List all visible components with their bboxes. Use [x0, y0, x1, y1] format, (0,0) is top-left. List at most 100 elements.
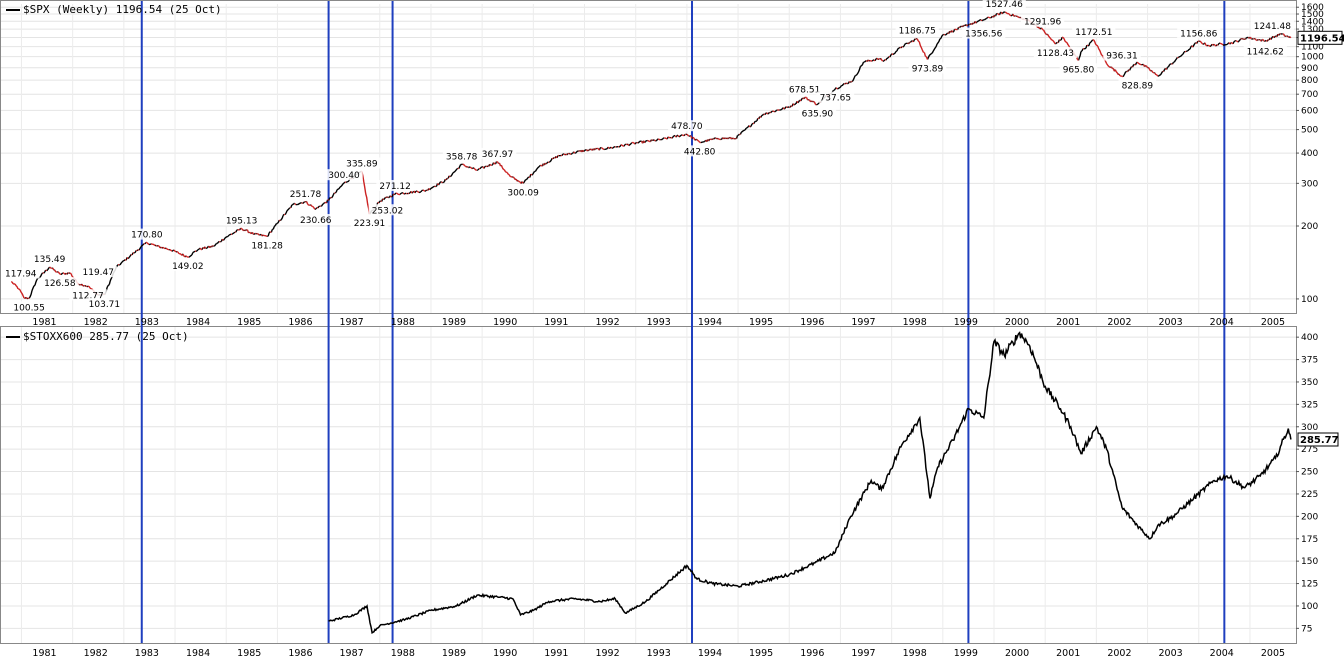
stoxx-x-tick-label: 1982: [84, 648, 108, 659]
spx-annotation-bg: [798, 107, 837, 119]
spx-y-axis: 1002003004005006007008009001000110012001…: [1296, 3, 1324, 305]
spx-annotation-label: 1527.46: [986, 0, 1023, 10]
stoxx-y-tick-label: 350: [1301, 378, 1318, 388]
spx-y-tick-label: 500: [1301, 126, 1318, 136]
spx-annotation: 828.89: [1118, 79, 1157, 91]
spx-annotation-bg: [30, 252, 69, 264]
spx-annotation-label: 1241.48: [1254, 22, 1291, 32]
spx-annotation: 936.31: [1103, 49, 1141, 62]
stoxx-x-tick-label: 2000: [1005, 648, 1029, 659]
stoxx-y-tick-label: 75: [1301, 624, 1312, 634]
spx-annotation-bg: [10, 301, 48, 313]
stoxx-x-tick-label: 2003: [1159, 648, 1183, 659]
spx-annotation: 149.02: [169, 259, 207, 272]
spx-annotation-bg: [680, 145, 719, 157]
spx-annotation-label: 195.13: [226, 217, 258, 227]
stoxx-title: $STOXX600 285.77 (25 Oct): [23, 330, 189, 343]
spx-annotation-bg: [1021, 15, 1065, 27]
stoxx-x-tick-label: 1985: [237, 648, 261, 659]
spx-y-tick-label: 600: [1301, 106, 1318, 116]
spx-annotation: 251.78: [286, 187, 325, 200]
stoxx-x-tick-label: 1991: [544, 648, 568, 659]
spx-annotation-label: 635.90: [802, 109, 834, 119]
stoxx-y-tick-label: 225: [1301, 490, 1318, 500]
spx-annotation-bg: [1059, 63, 1098, 75]
spx-annotation: 335.89: [343, 157, 381, 169]
stoxx-last-value-text: 285.77: [1300, 435, 1339, 446]
spx-annotation-bg: [350, 217, 389, 229]
stoxx-x-tick-label: 1983: [135, 648, 159, 659]
stoxx-x-tick-label: 2001: [1056, 648, 1080, 659]
spx-annotation: 1186.75: [895, 24, 939, 37]
stoxx-x-axis: 1981 1982 1983 1984 1985 1986 1987 1988 1989 1990…: [32, 648, 1285, 659]
stoxx-x-tick-label: 1988: [391, 648, 415, 659]
spx-x-tick-label: 2000: [1005, 317, 1029, 328]
stoxx-grid: [1, 327, 1296, 643]
spx-annotation-label: 478.70: [671, 122, 703, 132]
stoxx-series: [328, 331, 1292, 635]
stoxx-x-tick-label: 1992: [595, 648, 619, 659]
spx-annotation-label: 936.31: [1106, 52, 1138, 62]
spx-annotation: 271.12: [376, 179, 414, 192]
spx-x-tick-label: 2005: [1261, 317, 1285, 328]
spx-y-tick-label: 1300: [1301, 25, 1324, 35]
spx-annotation-bg: [1103, 49, 1141, 61]
spx-annotation: 737.65: [816, 91, 855, 104]
spx-annotation-bg: [169, 259, 207, 271]
spx-annotation-bg: [908, 62, 947, 74]
spx-x-tick-label: 1986: [288, 317, 312, 328]
spx-annotation: 103.71: [85, 298, 124, 310]
spx-annotation-label: 1186.75: [899, 27, 936, 37]
spx-annotation-bg: [325, 169, 363, 181]
spx-x-tick-label: 1991: [544, 317, 568, 328]
spx-annotation: 442.80: [680, 145, 719, 157]
spx-annotation-label: 1356.56: [965, 30, 1002, 40]
stoxx-y-axis: 75 100 125 150 175 200 225 250 275 300 325 350 375 40…: [1296, 333, 1318, 634]
spx-annotation: 195.13: [222, 214, 261, 227]
spx-annotation-label: 973.89: [912, 64, 944, 74]
spx-x-tick-label: 1985: [237, 317, 261, 328]
spx-y-tick-label: 1500: [1301, 10, 1324, 20]
spx-annotation-bg: [128, 228, 166, 240]
spx-annotation-label: 1128.43: [1037, 49, 1074, 59]
spx-annotation-label: 251.78: [290, 190, 322, 200]
spx-annotation-label: 126.58: [44, 279, 76, 289]
spx-x-tick-label: 2002: [1107, 317, 1131, 328]
spx-annotation-label: 117.94: [5, 270, 37, 280]
spx-annotation: 965.80: [1059, 63, 1098, 75]
spx-x-tick-label: 1982: [84, 317, 108, 328]
spx-annotation: 119.47: [79, 266, 118, 278]
spx-annotation-label: 965.80: [1063, 65, 1095, 75]
stoxx-y-tick-label: 250: [1301, 468, 1318, 478]
stoxx-x-tick-label: 1987: [340, 648, 364, 659]
stoxx-x-tick-label: 1996: [800, 648, 824, 659]
spx-y-tick-label: 300: [1301, 179, 1318, 189]
spx-annotation-bg: [982, 0, 1026, 10]
spx-annotation-bg: [504, 186, 542, 198]
stoxx-y-tick-label: 275: [1301, 445, 1318, 455]
spx-annotation-label: 1172.51: [1075, 28, 1112, 38]
spx-annotation-label: 1156.86: [1180, 29, 1217, 39]
spx-annotation: 635.90: [798, 107, 837, 119]
stoxx-y-tick-label: 400: [1301, 333, 1318, 343]
spx-annotation: 300.40: [325, 169, 363, 181]
stoxx-x-tick-label: 1990: [493, 648, 517, 659]
spx-annotation: 1142.62: [1243, 45, 1287, 58]
stoxx-x-tick-label: 1986: [288, 648, 312, 659]
spx-annotation: 230.66: [296, 213, 335, 226]
spx-annotation-label: 335.89: [346, 159, 378, 169]
spx-annotation: 300.09: [504, 186, 542, 198]
stoxx-y-tick-label: 325: [1301, 400, 1318, 410]
spx-annotation-bg: [85, 298, 124, 310]
stoxx-x-tick-label: 1981: [32, 648, 56, 659]
spx-y-tick-label: 400: [1301, 149, 1318, 159]
stoxx-legend: $STOXX600 285.77 (25 Oct): [6, 330, 189, 343]
spx-annotation: 100.55: [10, 301, 48, 313]
spx-title: $SPX (Weekly) 1196.54 (25 Oct): [23, 3, 222, 16]
spx-annotation-label: 149.02: [172, 262, 204, 272]
spx-annotation-label: 119.47: [83, 268, 115, 278]
spx-x-axis: 1981 1982 1983 1984 1985 1986 1987 1988 1989 1990…: [32, 317, 1285, 328]
spx-annotation: 1156.86: [1177, 27, 1221, 39]
spx-x-tick-label: 1993: [647, 317, 671, 328]
spx-annotation-bg: [1250, 19, 1294, 31]
